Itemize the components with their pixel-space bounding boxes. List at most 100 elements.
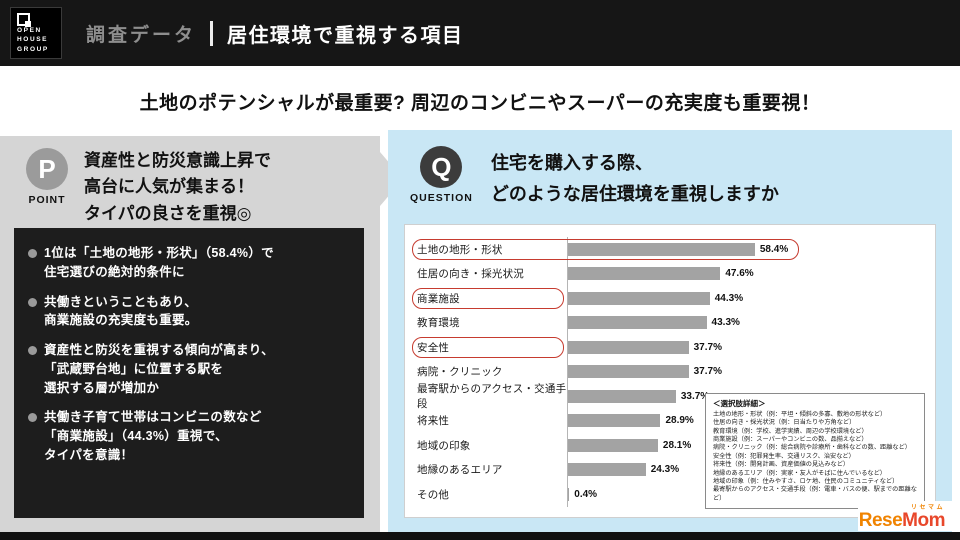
chart-bar-area: 43.3% <box>567 310 927 335</box>
bullet-text: 共働き子育て世帯はコンビニの数など 「商業施設」（44.3%）重視で、 タイパを… <box>44 410 262 462</box>
note-line: 住居の向き・採光状況（例：日当たりや方角など） <box>713 419 856 427</box>
question-circle-icon: Q <box>420 146 463 188</box>
note-line: 安全性（例：犯罪発生率、交通リスク、治安など） <box>713 452 855 460</box>
chart-bar <box>568 463 646 477</box>
note-line: 教育環境（例：学校、進学実績、周辺の学校環境など） <box>713 427 868 435</box>
bullet-dot-icon <box>28 249 37 258</box>
chart-row-label: 住居の向き・採光状況 <box>417 268 524 281</box>
chart-row: 病院・クリニック 37.7% <box>417 359 927 384</box>
bar-chart-rows: 土地の地形・形状 58.4% 住居の向き・採光状況 47.6% 商業施設 44.3% 教育環… <box>412 237 927 507</box>
choices-note-box: ＜選択肢詳細＞ 土地の地形・形状（例：平坦・傾斜の多寡、敷地の形状など） 住居の向… <box>705 393 925 509</box>
header-category: 調査データ <box>86 24 197 46</box>
chart-row: 商業施設 44.3% <box>412 286 927 311</box>
chart-row: 安全性 37.7% <box>412 335 927 360</box>
chart-value-label: 37.7% <box>693 366 722 378</box>
note-line: 最寄駅からのアクセス・交通手段（例：電車・バスの便、駅までの距離など） <box>713 486 917 502</box>
point-summary-text: 資産性と防災意識上昇で 高台に人気が集まる！ タイパの良さを重視◎ <box>84 151 271 223</box>
chart-value-label: 24.3% <box>650 464 680 476</box>
bullet-text: 1位は「土地の地形・形状」（58.4%）で 住宅選びの絶対的条件に <box>44 246 274 279</box>
question-badge-label: QUESTION <box>410 192 473 204</box>
chart-value-label: 28.9% <box>665 415 694 427</box>
chart-bar-area: 24.3% <box>567 457 927 482</box>
chart-row: 住居の向き・採光状況 47.6% <box>417 261 927 286</box>
chart-row-label: 安全性 <box>417 341 450 354</box>
chart-bar <box>568 487 570 501</box>
chart-bar <box>568 438 658 452</box>
resemom-name-left: Rese <box>858 510 903 531</box>
point-detail-box: 1位は「土地の地形・形状」（58.4%）で 住宅選びの絶対的条件に 共働きというこ… <box>14 228 364 518</box>
resemom-name: ReseMom <box>858 510 946 531</box>
note-lines: 土地の地形・形状（例：平坦・傾斜の多寡、敷地の形状など） 住居の向き・採光状況（例… <box>713 411 917 503</box>
chart-row-label: 将来性 <box>417 415 450 428</box>
chart-bar-area: 47.6% <box>567 261 927 286</box>
question-header: Q QUESTION 住宅を購入する際、 どのような居住環境を重視しますか <box>388 130 952 209</box>
chart-row-label: 地縁のあるエリア <box>417 464 503 477</box>
chart-row: 地域の印象 28.1% <box>417 433 927 458</box>
chart-bar-area: 58.4% <box>567 237 927 262</box>
point-bullet: 共働きということもあり、 商業施設の充実度も重要。 <box>28 293 354 331</box>
chart-bar-area: 28.9% <box>567 408 927 433</box>
open-house-group-logo: OPEN HOUSE GROUP <box>10 7 62 59</box>
chart-bar-area: 0.4% <box>567 482 927 507</box>
chart-row: 教育環境 43.3% <box>417 310 927 335</box>
chart-row-label: 商業施設 <box>417 292 460 305</box>
chart-value-label: 47.6% <box>725 268 754 280</box>
resemom-name-right: Mom <box>902 510 945 531</box>
point-badge: P POINT <box>26 148 68 227</box>
point-badge-label: POINT <box>28 194 66 206</box>
chart-bar <box>568 242 755 256</box>
point-bullet-list: 1位は「土地の地形・形状」（58.4%）で 住宅選びの絶対的条件に 共働きというこ… <box>28 244 354 465</box>
chart-bar <box>568 365 689 379</box>
chart-value-label: 43.3% <box>711 317 740 329</box>
chart-value-label: 0.4% <box>574 488 598 500</box>
chart-row-label: 地域の印象 <box>417 439 471 452</box>
chart-bar-area: 28.1% <box>567 433 927 458</box>
chart-bar-area: 37.7% <box>567 335 927 360</box>
chart-value-label: 37.7% <box>693 341 722 353</box>
note-title: ＜選択肢詳細＞ <box>713 399 766 409</box>
resemom-logo: リセマム ReseMom <box>858 501 952 531</box>
chart-bar <box>568 414 661 428</box>
chart-value-label: 33.7% <box>680 390 710 402</box>
chart-bar-area: 33.7% <box>567 384 927 409</box>
chart-bar-area: 44.3% <box>567 286 927 311</box>
header-bar: OPEN HOUSE GROUP 調査データ 居住環境で重視する項目 <box>0 0 960 66</box>
chart-row-label: 土地の地形・形状 <box>417 243 503 256</box>
note-line: 将来性（例：開発計画、資産価値の見込みなど） <box>713 461 850 469</box>
bullet-dot-icon <box>28 297 37 307</box>
chart-bar-area: 37.7% <box>567 359 927 384</box>
logo-text: OPEN HOUSE GROUP <box>17 26 49 53</box>
point-bullet: 共働き子育て世帯はコンビニの数など 「商業施設」（44.3%）重視で、 タイパを… <box>28 408 354 464</box>
chart-row-label: その他 <box>417 488 450 501</box>
chart-row: その他 0.4% <box>417 482 927 507</box>
bullet-dot-icon <box>28 346 37 355</box>
note-line: 病院・クリニック（例：総合病院や診療所・歯科などの数、距離など） <box>713 444 911 452</box>
chart-value-label: 28.1% <box>662 439 692 451</box>
bar-chart: 土地の地形・形状 58.4% 住居の向き・採光状況 47.6% 商業施設 44.3% 教育環… <box>404 224 936 518</box>
chart-row: 地縁のあるエリア 24.3% <box>417 457 927 482</box>
note-line: 商業施設（例：スーパーやコンビニの数、品揃えなど） <box>713 436 868 444</box>
chart-row: 最寄駅からのアクセス・交通手段 33.7% <box>417 383 927 410</box>
bullet-text: 共働きということもあり、 商業施設の充実度も重要。 <box>44 294 198 328</box>
point-bullet: 1位は「土地の地形・形状」（58.4%）で 住宅選びの絶対的条件に <box>28 244 354 282</box>
resemom-kana: リセマム <box>910 505 945 511</box>
chart-bar <box>568 291 710 305</box>
question-text: 住宅を購入する際、 どのような居住環境を重視しますか <box>490 153 779 204</box>
note-line: 土地の地形・形状（例：平坦・傾斜の多寡、敷地の形状など） <box>713 411 887 419</box>
chart-bar <box>568 316 707 330</box>
headline: 土地のポテンシャルが最重要? 周辺のコンビニやスーパーの充実度も重要視！ <box>139 93 821 114</box>
chart-row-label: 教育環境 <box>417 317 460 330</box>
logo-building-icon <box>17 13 31 27</box>
point-bullet: 資産性と防災を重視する傾向が高まり、 「武蔵野台地」に位置する駅を 選択する層が… <box>28 341 354 397</box>
page-title: 居住環境で重視する項目 <box>227 24 464 47</box>
question-panel: Q QUESTION 住宅を購入する際、 どのような居住環境を重視しますか 土地… <box>388 130 952 532</box>
point-header: P POINT 資産性と防災意識上昇で 高台に人気が集まる！ タイパの良さを重視… <box>0 136 380 227</box>
chart-row: 土地の地形・形状 58.4% <box>412 237 927 262</box>
chart-bar <box>568 389 676 403</box>
bullet-text: 資産性と防災を重視する傾向が高まり、 「武蔵野台地」に位置する駅を 選択する層が… <box>44 343 274 395</box>
chart-row-label: 病院・クリニック <box>417 366 503 379</box>
chart-value-label: 58.4% <box>759 243 789 255</box>
note-line: 地域の印象（例：住みやすさ、ロケ地、住民のコミュニティなど） <box>713 477 899 485</box>
chart-bar <box>568 267 721 281</box>
